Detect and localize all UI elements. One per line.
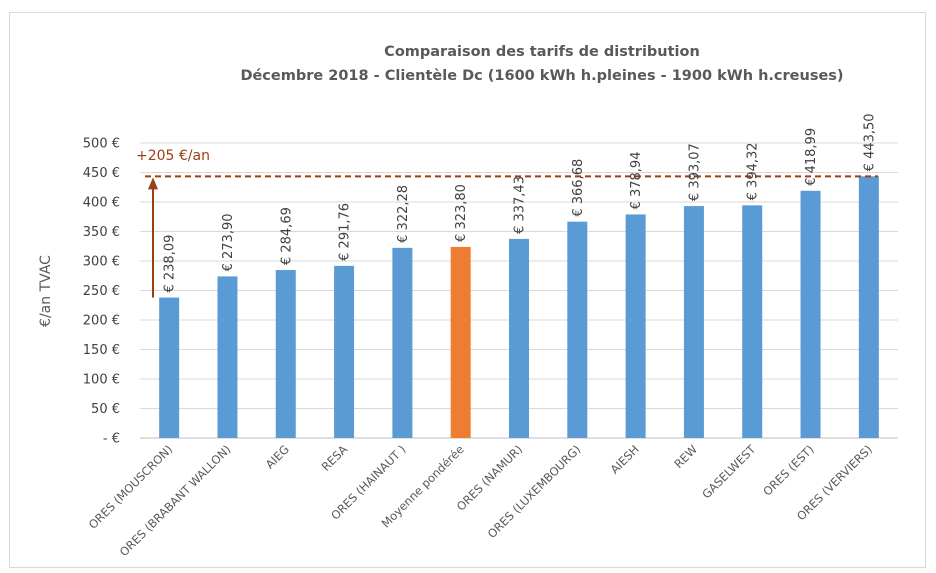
y-tick-label: 100 € [83,373,120,388]
data-label: € 378,94 [629,152,644,210]
data-label: € 337,43 [513,176,528,234]
x-tick-label: AIEG [263,442,292,471]
data-label: € 394,32 [746,142,761,200]
bar-11 [742,205,763,438]
x-tick-label: AIESH [607,442,641,476]
data-label: € 322,28 [396,185,411,243]
bar-5 [392,247,413,438]
bar-2 [217,276,238,438]
bar-4 [334,265,355,438]
bar-1 [159,297,180,438]
bar-12 [800,190,821,438]
x-tick-label: REW [671,442,700,471]
arrow-head [148,177,158,190]
data-label: € 366,68 [571,159,586,217]
data-label: € 291,76 [338,203,353,261]
y-tick-label: 200 € [83,314,120,329]
y-tick-label: 50 € [91,402,120,417]
data-label: € 323,80 [454,184,469,242]
chart-title: Comparaison des tarifs de distribution [384,44,700,60]
x-tick-label: RESA [319,442,351,474]
bar-6 [450,246,471,438]
bar-13 [858,176,879,438]
bar-7 [509,238,529,438]
data-label: € 443,50 [862,113,877,171]
bar-10 [683,206,704,438]
y-tick-label: 300 € [83,255,120,270]
data-label: € 284,69 [279,207,294,265]
y-tick-label: - € [103,432,120,447]
bar-9 [625,214,646,438]
y-tick-label: 350 € [83,225,120,240]
bar-8 [567,221,588,438]
x-tick-label: GASELWEST [699,442,759,502]
y-tick-label: 400 € [83,196,120,211]
y-axis-label: €/an TVAC [38,255,54,327]
y-tick-label: 450 € [83,166,120,181]
y-tick-label: 150 € [83,343,120,358]
data-label: € 238,09 [163,235,178,293]
annotation-label: +205 €/an [136,148,210,164]
x-tick-label: ORES (EST) [760,442,816,498]
data-label: € 273,90 [221,214,236,272]
data-label: € 418,99 [804,128,819,186]
y-tick-label: 500 € [83,137,120,152]
x-tick-label: ORES (BRABANT WALLON) [117,442,234,559]
y-tick-label: 250 € [83,284,120,299]
bar-3 [275,270,296,438]
chart-subtitle: Décembre 2018 - Clientèle Dc (1600 kWh h… [240,68,843,84]
data-label: € 393,07 [687,143,702,201]
